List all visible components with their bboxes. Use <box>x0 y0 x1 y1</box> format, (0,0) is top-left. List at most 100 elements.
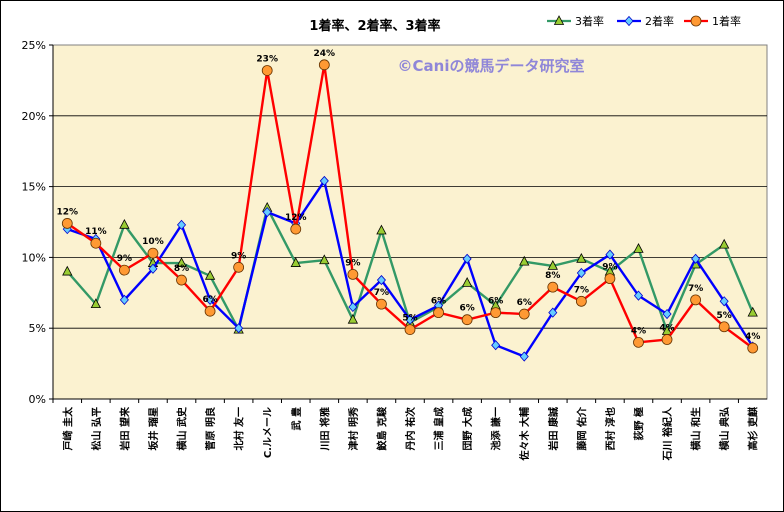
data-point <box>433 307 444 319</box>
data-label: 5% <box>717 311 732 321</box>
data-point <box>376 274 386 286</box>
legend-marker <box>624 15 634 27</box>
y-tick-label: 15% <box>22 181 46 194</box>
x-tick-label: 横山 武史 <box>176 406 189 450</box>
data-point <box>319 175 329 187</box>
data-point <box>548 307 558 318</box>
data-point <box>90 298 102 309</box>
data-point <box>576 252 587 263</box>
series-3 <box>61 59 759 354</box>
data-label: 9% <box>602 263 617 273</box>
data-label: 11% <box>85 227 107 237</box>
data-labels: 12% 11% 9% 10% 8% 6% 9% 23% 12% 24% 9% 7% 5% 6% 6% 6% 6%… <box>57 49 761 342</box>
data-label: 7% <box>374 288 389 298</box>
data-point <box>575 295 587 307</box>
x-tick-label: 横山 和生 <box>690 407 703 450</box>
data-point <box>462 253 472 264</box>
data-point <box>718 238 730 249</box>
legend-label: 3着率 <box>575 14 604 28</box>
x-tick-label: 荻野 極 <box>632 407 645 440</box>
data-label: 4% <box>631 326 646 336</box>
x-tick-label: 石川 裕紀人 <box>661 406 674 461</box>
data-point <box>690 294 701 306</box>
data-label: 10% <box>142 237 164 247</box>
data-point <box>347 268 359 280</box>
data-point <box>176 219 187 230</box>
x-tick-label: 団野 大成 <box>461 407 474 450</box>
data-point <box>461 314 473 326</box>
data-point <box>519 351 529 362</box>
legend-item: 2着率 <box>617 14 674 28</box>
x-tick-label: 川田 将雅 <box>318 407 331 451</box>
data-point <box>318 59 330 71</box>
data-label: 4% <box>745 332 760 342</box>
x-tick-label: 津村 明秀 <box>347 407 360 450</box>
legend-label: 1着率 <box>712 14 741 28</box>
data-point <box>290 223 302 235</box>
x-tick-label: 三浦 皇成 <box>433 407 446 450</box>
data-point <box>148 263 158 274</box>
data-label: 7% <box>574 285 589 295</box>
data-point <box>376 224 387 235</box>
data-point <box>747 342 759 354</box>
x-tick-label: 岩田 望来 <box>118 406 131 451</box>
data-point <box>262 206 272 218</box>
legend-marker <box>553 15 565 25</box>
data-point <box>119 264 130 276</box>
data-point <box>547 281 559 293</box>
watermark-text: ©Caniの競馬データ研究室 <box>398 57 585 75</box>
data-label: 6% <box>459 304 474 314</box>
y-tick-label: 0% <box>29 393 46 406</box>
data-label: 5% <box>402 314 417 324</box>
data-point <box>348 301 358 313</box>
data-label: 9% <box>117 254 132 264</box>
data-point <box>490 307 502 319</box>
data-point <box>90 237 102 249</box>
y-tick-label: 20% <box>22 110 46 123</box>
axes: 0% 5% 10% 15% 20% 25% 戸崎 圭太 松山 弘平 岩田 望来 坂井 瑠星 横山 武… <box>22 39 767 461</box>
data-label: 8% <box>545 271 560 281</box>
data-point <box>233 261 245 273</box>
x-tick-label: 藤岡 佑介 <box>575 406 588 450</box>
data-point <box>176 274 187 286</box>
data-point <box>519 255 530 266</box>
data-label: 8% <box>174 264 189 274</box>
x-tick-label: 鮫島 克駿 <box>375 406 388 450</box>
data-point <box>405 314 415 325</box>
data-label: 23% <box>256 54 278 64</box>
x-tick-label: 横山 典弘 <box>718 407 731 450</box>
x-tick-label: 西村 淳也 <box>604 407 617 450</box>
x-tick-label: 高杉 吏麒 <box>747 407 760 450</box>
data-label: 9% <box>345 258 360 268</box>
data-label: 4% <box>659 324 674 334</box>
x-tick-label: 松山 弘平 <box>90 407 103 450</box>
data-label: 6% <box>202 295 217 305</box>
data-label: 6% <box>517 298 532 308</box>
data-point <box>604 273 616 285</box>
data-point <box>376 298 387 310</box>
data-point <box>119 218 130 229</box>
data-label: 6% <box>488 297 503 307</box>
data-point <box>661 334 673 345</box>
data-point <box>176 257 187 267</box>
data-label: 12% <box>285 213 307 223</box>
data-point <box>205 294 215 305</box>
data-point <box>518 308 530 320</box>
x-tick-label: C.ルメール <box>262 407 274 458</box>
x-tick-label: 北村 友一 <box>233 407 246 450</box>
data-point <box>747 306 758 317</box>
legend-marker <box>690 15 702 27</box>
data-point <box>61 218 73 229</box>
data-label: 7% <box>688 284 703 294</box>
data-point <box>662 308 672 320</box>
data-point <box>691 253 701 264</box>
data-point <box>261 65 273 76</box>
x-tick-label: 菅原 明良 <box>204 407 217 450</box>
series-layer <box>61 59 759 362</box>
data-label: 6% <box>431 297 446 307</box>
plot-area <box>52 44 768 400</box>
data-point <box>147 247 159 259</box>
data-point <box>204 305 216 317</box>
data-point <box>491 340 501 351</box>
